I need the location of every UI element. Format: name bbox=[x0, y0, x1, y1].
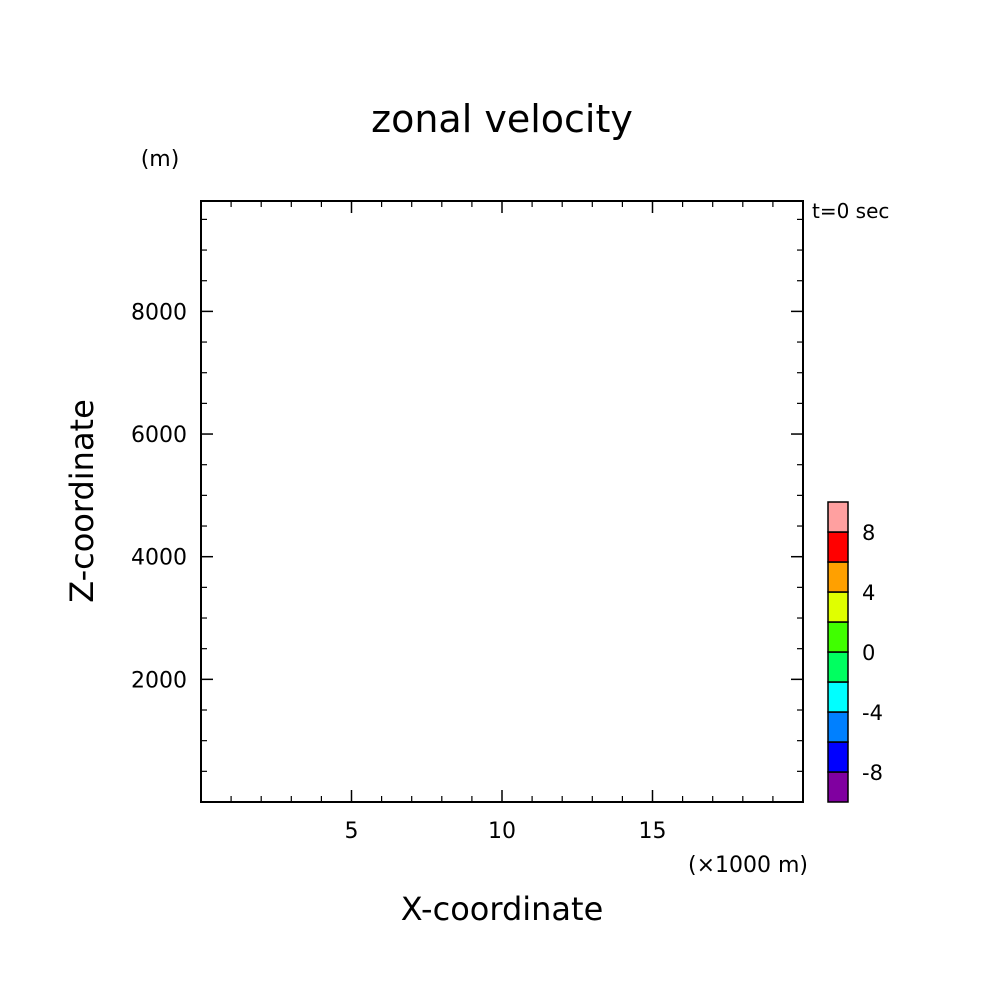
colorbar-label: -8 bbox=[862, 761, 883, 785]
colorbar-segment bbox=[827, 621, 849, 653]
colorbar-segment bbox=[827, 711, 849, 743]
x-units-label: (×1000 m) bbox=[688, 853, 808, 878]
colorbar-label: 4 bbox=[862, 581, 875, 605]
x-tick-label: 15 bbox=[639, 819, 667, 844]
colorbar-label: -4 bbox=[862, 701, 883, 725]
y-axis-label: Z-coordinate bbox=[63, 399, 101, 603]
tick-labels: 5 10 15 2000 4000 6000 8000 bbox=[131, 300, 667, 844]
colorbar: -8 -4 0 4 8 bbox=[827, 501, 883, 803]
y-tick-label: 6000 bbox=[131, 423, 187, 448]
colorbar-label: 0 bbox=[862, 641, 875, 665]
plot-frame bbox=[200, 200, 804, 803]
colorbar-segment bbox=[827, 741, 849, 773]
y-tick-label: 4000 bbox=[131, 546, 187, 571]
y-units-label: (m) bbox=[141, 147, 180, 172]
chart-title: zonal velocity bbox=[371, 97, 633, 141]
colorbar-segment bbox=[827, 651, 849, 683]
colorbar-segment bbox=[827, 591, 849, 623]
x-tick-label: 5 bbox=[345, 819, 359, 844]
x-tick-label: 10 bbox=[488, 819, 516, 844]
colorbar-segment bbox=[827, 501, 849, 533]
colorbar-segment bbox=[827, 531, 849, 563]
colorbar-label: 8 bbox=[862, 521, 875, 545]
x-axis-label: X-coordinate bbox=[401, 890, 604, 928]
y-tick-label: 8000 bbox=[131, 300, 187, 325]
y-tick-label: 2000 bbox=[131, 668, 187, 693]
colorbar-segment bbox=[827, 561, 849, 593]
axis-ticks bbox=[201, 201, 803, 802]
time-label: t=0 sec bbox=[812, 199, 889, 223]
colorbar-segment bbox=[827, 681, 849, 713]
colorbar-segment bbox=[827, 771, 849, 803]
